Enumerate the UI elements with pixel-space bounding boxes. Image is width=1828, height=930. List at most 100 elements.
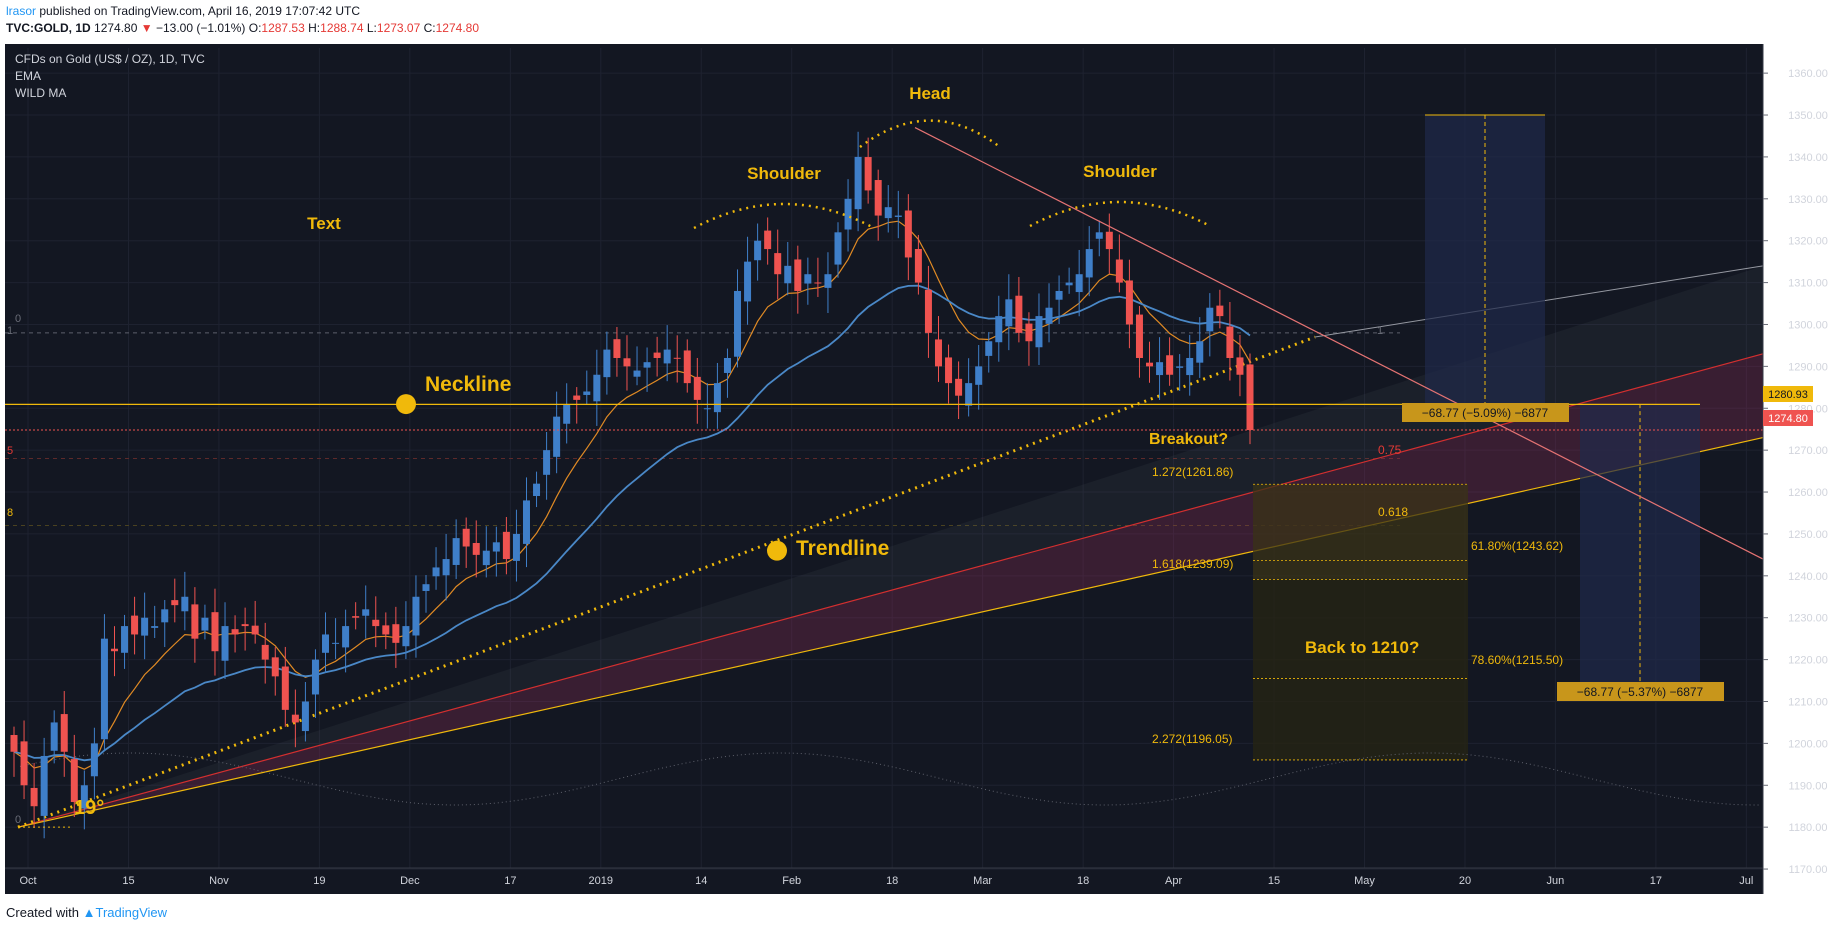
- fib-618-label: 61.80%(1243.62): [1471, 539, 1563, 553]
- candle-down: [171, 600, 179, 606]
- descending-trendline: [914, 127, 1764, 560]
- candle-down: [904, 210, 912, 258]
- candle-up: [1156, 362, 1164, 376]
- left-scale-5: 5: [7, 445, 13, 457]
- time-axis[interactable]: Oct 15 Nov 19 Dec 17 2019 14 Feb 18 Mar 18 Apr 15 May 2…: [5, 867, 1763, 887]
- moving-averages: [13, 220, 1251, 770]
- footer-credit: Created with ▲TradingView: [6, 905, 167, 920]
- back-to-label: Back to 1210?: [1305, 638, 1419, 657]
- legend-ema[interactable]: EMA: [15, 69, 41, 83]
- created-with-text: Created with: [6, 905, 79, 920]
- candle-down: [392, 624, 400, 643]
- candle-up: [50, 722, 58, 751]
- time-tick-label: 15: [122, 875, 134, 887]
- candle-up: [533, 483, 541, 497]
- candle-up: [1095, 232, 1103, 239]
- candle-up: [432, 567, 440, 577]
- tradingview-logo-icon[interactable]: ▲: [82, 905, 96, 920]
- candle-up: [784, 265, 792, 284]
- price-tick-label: 1350.00: [1788, 110, 1828, 122]
- price-chart[interactable]: CFDs on Gold (US$ / OZ), 1D, TVC EMA WIL…: [0, 0, 1828, 898]
- candle-up: [201, 617, 209, 631]
- legend-wild-ma[interactable]: WILD MA: [15, 86, 66, 100]
- candles[interactable]: [10, 131, 1254, 839]
- time-tick-label: Jun: [1547, 875, 1565, 887]
- measure2-box: [1557, 682, 1724, 701]
- measure2-label: −68.77 (−5.37%) −6877: [1577, 685, 1704, 699]
- neckline-label: Neckline: [425, 373, 511, 396]
- right-shoulder-label: Shoulder: [1083, 162, 1157, 181]
- candle-up: [342, 626, 350, 648]
- time-tick-label: Oct: [19, 875, 36, 887]
- candle-down: [60, 714, 68, 752]
- candle-down: [372, 619, 380, 627]
- price-tick-label: 1360.00: [1788, 68, 1828, 80]
- candle-up: [563, 404, 571, 424]
- trendline-label: Trendline: [796, 537, 889, 560]
- candle-up: [322, 634, 330, 653]
- candle-down: [291, 714, 299, 723]
- candle-up: [80, 785, 88, 809]
- candle-down: [683, 350, 691, 384]
- measure1-label: −68.77 (−5.09%) −6877: [1422, 406, 1549, 420]
- legend-title: CFDs on Gold (US$ / OZ), 1D, TVC: [15, 52, 205, 66]
- candle-up: [512, 533, 520, 561]
- candle-down: [502, 531, 510, 560]
- neckline-price-label: 1280.93: [1768, 389, 1808, 401]
- head-label: Head: [909, 84, 951, 103]
- candle-down: [1115, 259, 1123, 283]
- tradingview-link[interactable]: TradingView: [95, 905, 168, 920]
- candle-up: [522, 500, 530, 544]
- candle-up: [1176, 366, 1184, 368]
- candle-up: [422, 584, 430, 591]
- candle-down: [573, 395, 581, 400]
- price-tick-label: 1200.00: [1788, 738, 1828, 750]
- candle-down: [231, 629, 239, 635]
- ext-1272-label: 1.272(1261.86): [1152, 465, 1233, 479]
- candle-up: [121, 626, 129, 653]
- candle-up: [854, 156, 862, 210]
- candle-up: [1055, 290, 1063, 300]
- candle-up: [1085, 249, 1093, 278]
- price-tick-label: 1170.00: [1789, 864, 1828, 876]
- candle-down: [70, 759, 78, 803]
- price-tick-label: 1320.00: [1788, 236, 1828, 248]
- price-tick-label: 1190.00: [1789, 780, 1828, 792]
- price-tick-label: 1250.00: [1788, 529, 1828, 541]
- fibonacci-zones: [19, 114, 1760, 806]
- candle-down: [472, 543, 480, 555]
- price-axis[interactable]: 1170.00 1180.00 1190.00 1200.00 1210.00 1220.…: [1762, 44, 1828, 894]
- time-tick-label: Feb: [782, 875, 801, 887]
- time-tick-label: 15: [1268, 875, 1280, 887]
- author-link[interactable]: lrasor: [6, 4, 37, 18]
- candle-up: [452, 538, 460, 565]
- candle-down: [352, 616, 360, 618]
- price-tick-label: 1340.00: [1788, 152, 1828, 164]
- candle-up: [1035, 316, 1043, 348]
- candle-down: [10, 735, 18, 752]
- candle-up: [723, 357, 731, 373]
- candle-down: [874, 180, 882, 216]
- candle-down: [914, 249, 922, 283]
- candle-down: [1146, 362, 1154, 367]
- price-tick-label: 1330.00: [1788, 194, 1828, 206]
- time-tick-label: 14: [695, 875, 707, 887]
- channel-fill-grey: [18, 265, 1763, 828]
- time-tick-label: Dec: [400, 875, 420, 887]
- candle-down: [693, 376, 701, 400]
- red-trendline: [17, 353, 1764, 828]
- candle-down: [1216, 305, 1224, 317]
- candle-up: [221, 626, 229, 661]
- price-tick-label: 1310.00: [1788, 278, 1828, 290]
- candle-down: [653, 352, 661, 358]
- breakout-label: Breakout?: [1149, 431, 1228, 448]
- candle-down: [924, 289, 932, 333]
- candle-up: [181, 596, 189, 612]
- candle-down: [211, 612, 219, 652]
- candle-up: [603, 349, 611, 378]
- candle-up: [834, 232, 842, 265]
- candle-down: [1246, 364, 1254, 431]
- candle-up: [643, 362, 651, 368]
- candle-up: [975, 366, 983, 385]
- time-tick-label: May: [1354, 875, 1375, 887]
